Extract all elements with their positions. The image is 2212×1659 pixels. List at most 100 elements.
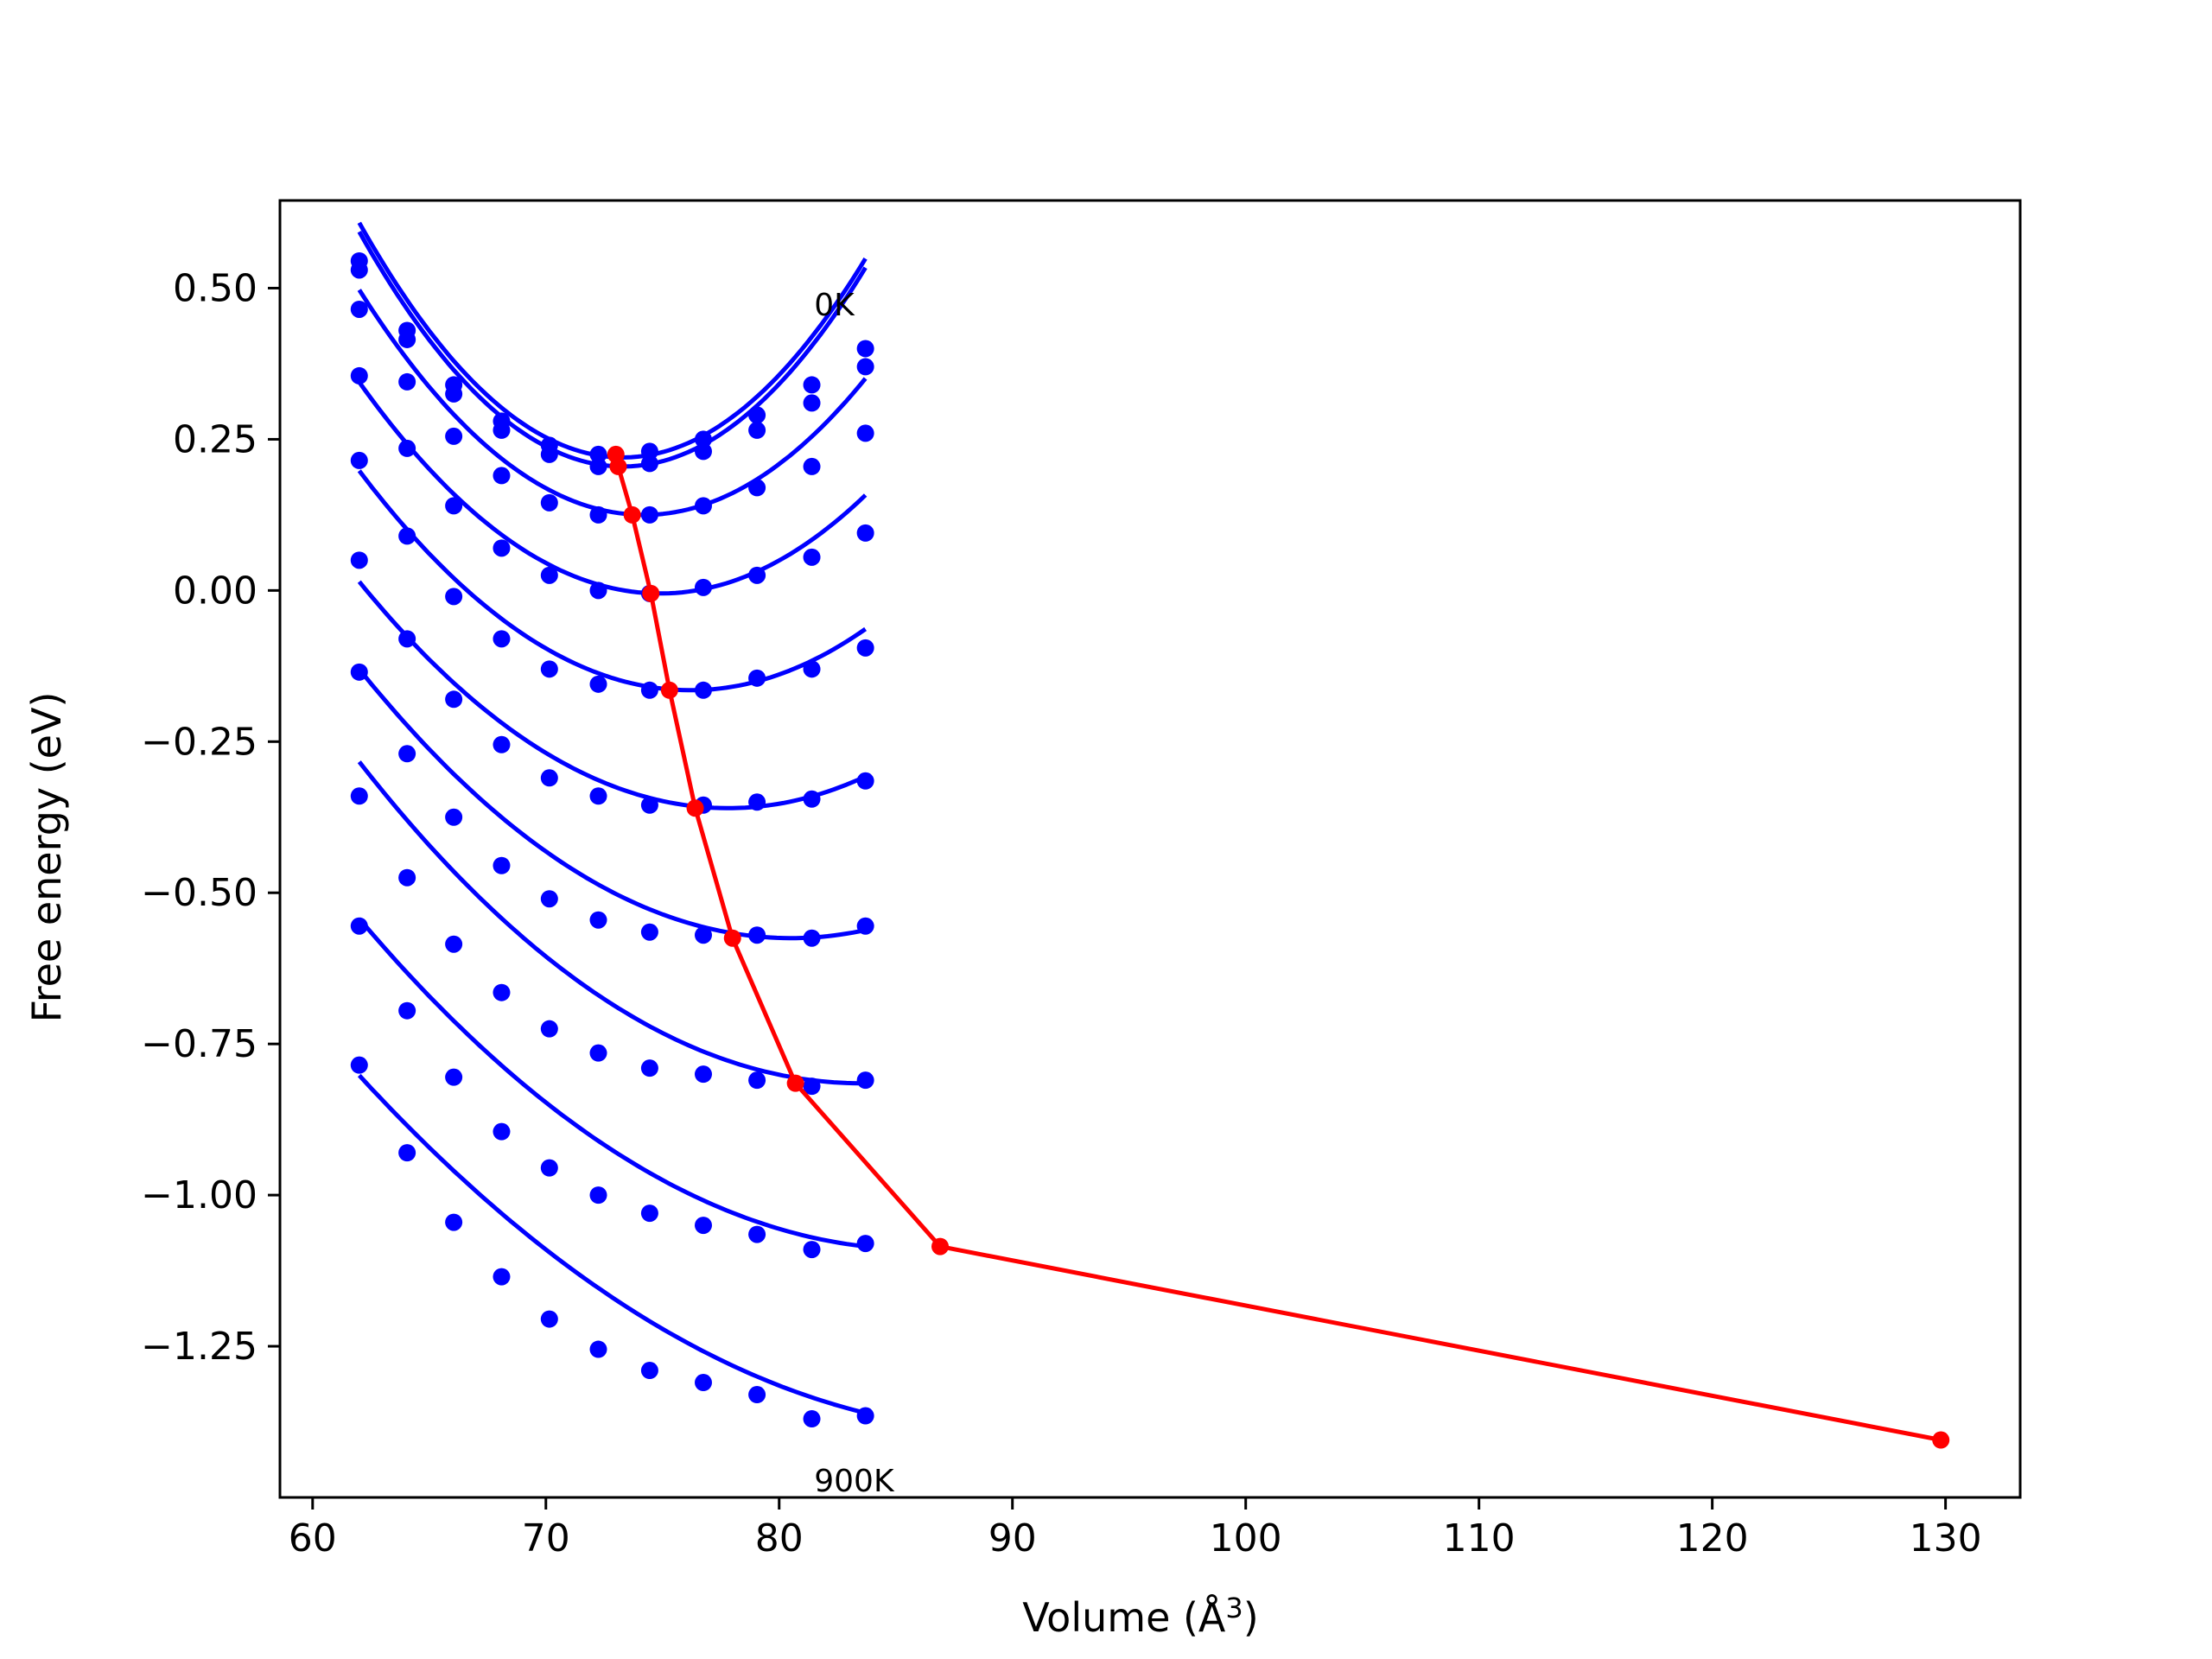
isotherm-data-point bbox=[856, 1235, 874, 1253]
isotherm-data-point bbox=[493, 539, 511, 557]
minima-data-point bbox=[660, 681, 678, 699]
isotherm-data-point bbox=[695, 1374, 713, 1392]
minima-series bbox=[607, 445, 1950, 1449]
isotherm-data-point bbox=[856, 524, 874, 542]
isotherm-data-point bbox=[695, 578, 713, 596]
x-tick-label: 120 bbox=[1676, 1516, 1749, 1560]
plot-area: 0K 900K bbox=[350, 221, 1950, 1499]
isotherm-data-point bbox=[589, 445, 607, 463]
isotherm-fit-curve bbox=[357, 469, 868, 693]
isotherm-data-point bbox=[803, 457, 821, 475]
x-tick-label: 100 bbox=[1210, 1516, 1282, 1560]
annotation-label-0k: 0K bbox=[814, 288, 855, 323]
y-tick-label: 0.00 bbox=[173, 569, 257, 613]
isotherm-data-point bbox=[589, 457, 607, 475]
annotation-label-900k: 900K bbox=[814, 1464, 895, 1499]
isotherm-data-point bbox=[445, 808, 463, 826]
isotherm-data-point bbox=[398, 372, 416, 391]
isotherm-fit-curve bbox=[357, 580, 867, 810]
isotherm-data-point bbox=[540, 566, 558, 584]
isotherm-data-point bbox=[540, 1310, 558, 1328]
isotherm-data-point bbox=[695, 442, 713, 461]
minima-data-point bbox=[1932, 1431, 1950, 1449]
isotherm-data-point bbox=[445, 427, 463, 445]
isotherm-data-point bbox=[589, 911, 607, 929]
minima-data-point bbox=[686, 799, 704, 817]
isotherm-data-point bbox=[540, 769, 558, 787]
isotherm-data-point bbox=[748, 421, 766, 439]
isotherm-data-point bbox=[856, 424, 874, 442]
x-tick-label: 70 bbox=[522, 1516, 570, 1560]
isotherm-data-point bbox=[803, 790, 821, 808]
isotherm-data-point bbox=[748, 1071, 766, 1090]
isotherm-series-900K bbox=[350, 1056, 874, 1428]
y-axis-title: Free energy (eV) bbox=[23, 692, 70, 1023]
isotherm-data-point bbox=[493, 983, 511, 1001]
isotherm-data-point bbox=[856, 772, 874, 790]
isotherm-data-point bbox=[493, 630, 511, 648]
isotherm-data-point bbox=[493, 856, 511, 874]
x-tick-label: 110 bbox=[1443, 1516, 1516, 1560]
isotherm-data-point bbox=[856, 1407, 874, 1425]
isotherm-series-400K bbox=[350, 451, 874, 699]
isotherm-data-point bbox=[445, 1213, 463, 1231]
y-tick-label: −0.50 bbox=[141, 871, 257, 915]
isotherm-fit-curve bbox=[357, 1073, 867, 1415]
x-tick-label: 90 bbox=[988, 1516, 1037, 1560]
isotherm-data-point bbox=[640, 923, 658, 941]
isotherm-data-point bbox=[803, 1410, 821, 1428]
isotherm-data-point bbox=[493, 421, 511, 439]
isotherm-data-point bbox=[540, 890, 558, 908]
x-tick-label: 130 bbox=[1910, 1516, 1982, 1560]
isotherm-data-point bbox=[398, 439, 416, 457]
minima-data-point bbox=[609, 457, 627, 475]
isotherm-data-point bbox=[695, 681, 713, 699]
isotherm-data-point bbox=[589, 505, 607, 524]
y-tick-label: −1.00 bbox=[141, 1173, 257, 1217]
isotherm-data-point bbox=[640, 1059, 658, 1077]
minima-data-point bbox=[723, 929, 741, 947]
isotherm-fit-curve bbox=[357, 289, 868, 518]
isotherm-data-point bbox=[445, 690, 463, 709]
isotherm-data-point bbox=[540, 445, 558, 463]
isotherm-data-point bbox=[803, 1077, 821, 1096]
y-tick-label: 0.25 bbox=[173, 417, 257, 461]
x-axis-title: Volume (Å3) bbox=[1022, 1592, 1258, 1641]
axes: 60 70 80 90 100 110 120 130 0.50 0.25 0.00 −0.25 −0.… bbox=[141, 199, 2022, 1560]
minima-data-point bbox=[642, 584, 660, 602]
isotherm-data-point bbox=[748, 1386, 766, 1404]
isotherm-data-point bbox=[640, 505, 658, 524]
data-layer bbox=[350, 221, 1950, 1449]
isotherm-data-point bbox=[445, 385, 463, 403]
isotherm-data-point bbox=[803, 1241, 821, 1259]
isotherm-data-point bbox=[748, 479, 766, 497]
isotherm-data-point bbox=[695, 497, 713, 515]
isotherm-data-point bbox=[493, 467, 511, 485]
isotherm-data-point bbox=[398, 527, 416, 545]
isotherm-data-point bbox=[748, 793, 766, 811]
isotherm-data-point bbox=[350, 663, 368, 681]
isotherm-data-point bbox=[803, 660, 821, 678]
axes-frame bbox=[278, 199, 2022, 1499]
isotherm-data-point bbox=[350, 917, 368, 935]
isotherm-data-point bbox=[856, 917, 874, 935]
isotherm-data-point bbox=[589, 1186, 607, 1205]
isotherm-data-point bbox=[445, 497, 463, 515]
isotherm-data-point bbox=[589, 787, 607, 805]
isotherm-fit-curve bbox=[357, 380, 868, 596]
minima-data-point bbox=[623, 505, 641, 524]
isotherm-data-point bbox=[445, 1068, 463, 1086]
isotherm-data-point bbox=[589, 675, 607, 693]
isotherm-data-point bbox=[350, 551, 368, 569]
isotherm-series-200K bbox=[350, 289, 874, 524]
isotherm-fit-curve bbox=[357, 760, 866, 1086]
isotherm-data-point bbox=[493, 735, 511, 753]
isotherm-data-point bbox=[695, 926, 713, 944]
isotherm-series-100K bbox=[350, 231, 874, 475]
isotherm-data-point bbox=[493, 1268, 511, 1286]
isotherm-data-point bbox=[695, 1217, 713, 1235]
isotherm-data-point bbox=[640, 796, 658, 814]
isotherm-data-point bbox=[398, 745, 416, 763]
